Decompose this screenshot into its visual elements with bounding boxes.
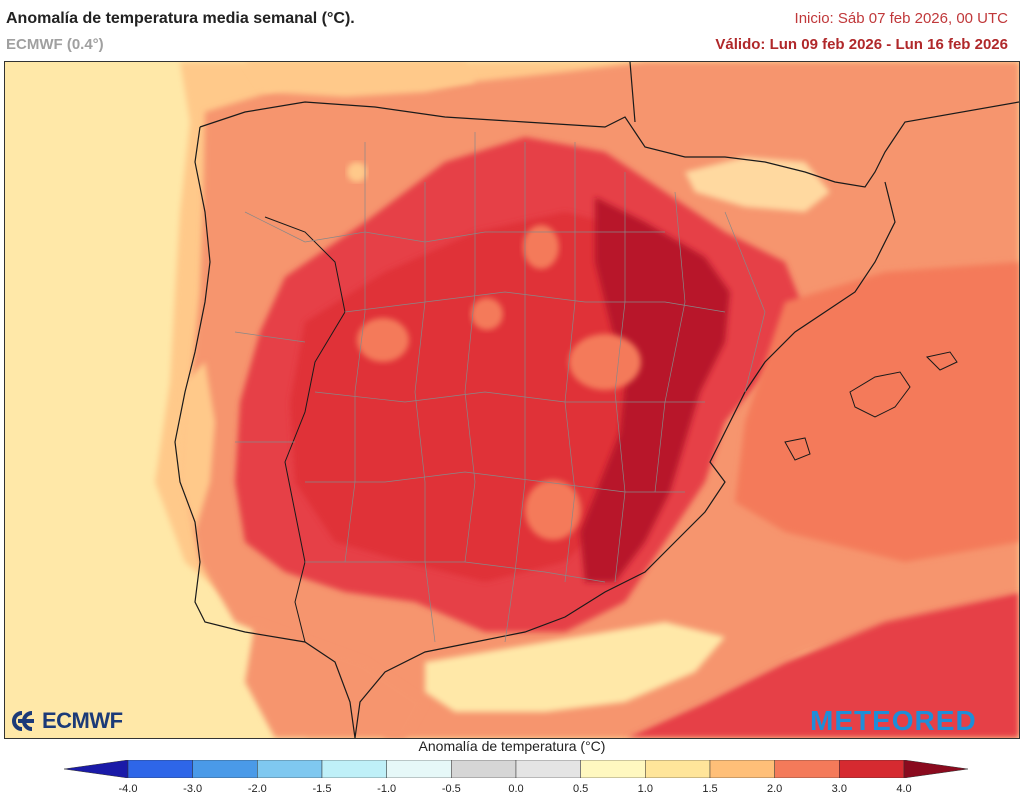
legend-tick-label: 1.5 xyxy=(702,783,718,795)
legend-arrow-max xyxy=(903,760,968,778)
anomaly-patch-3 xyxy=(523,225,559,269)
chart-title: Anomalía de temperatura media semanal (°… xyxy=(6,10,355,27)
valid-period: Válido: Lun 09 feb 2026 - Lun 16 feb 202… xyxy=(715,36,1008,53)
legend-ticks: -4.0 -3.0 -2.0 -1.5 -1.0 -0.5 0.0 0.5 1.0 1.5 2.0 3… xyxy=(0,783,1024,797)
legend-swatch xyxy=(709,760,775,778)
anomaly-patch-4 xyxy=(471,298,503,330)
legend-title: Anomalía de temperatura (°C) xyxy=(418,738,606,754)
meteored-logo: METEORED xyxy=(810,705,977,736)
anomaly-med-band xyxy=(425,622,725,712)
anomaly-north-africa xyxy=(625,592,1019,738)
anomaly-biscay xyxy=(245,62,475,97)
legend-tick-label: 0.0 xyxy=(508,783,524,795)
anomaly-pyrenees xyxy=(685,157,830,212)
legend-tick-label: -4.0 xyxy=(118,783,138,795)
legend-tick-label: 3.0 xyxy=(831,783,847,795)
legend-swatch xyxy=(321,760,387,778)
anomaly-patch-1 xyxy=(569,334,641,390)
legend-swatch xyxy=(451,760,517,778)
legend-tick-label: 0.5 xyxy=(573,783,589,795)
legend-tick-label: -1.0 xyxy=(377,783,397,795)
legend-swatch xyxy=(386,760,452,778)
anomaly-gt4 xyxy=(580,197,730,582)
legend-arrow-min xyxy=(64,760,129,778)
ecmwf-logo-text: ECMWF xyxy=(42,708,123,733)
init-date: Inicio: Sáb 07 feb 2026, 00 UTC xyxy=(794,10,1008,27)
legend-swatch xyxy=(774,760,840,778)
legend-tick-label: -1.5 xyxy=(312,783,332,795)
model-label: ECMWF (0.4°) xyxy=(6,36,104,53)
legend-tick-label: 2.0 xyxy=(767,783,783,795)
ecmwf-icon xyxy=(12,711,34,731)
balearic-islands xyxy=(784,351,958,461)
anomaly-atlantic-strip xyxy=(180,362,215,532)
province-borders xyxy=(234,132,766,643)
legend-swatch xyxy=(645,760,711,778)
color-legend-bar xyxy=(64,760,968,778)
legend-swatch xyxy=(127,760,193,778)
portugal-border xyxy=(264,216,346,643)
coastline xyxy=(174,62,1019,738)
legend-tick-label: 4.0 xyxy=(896,783,912,795)
ecmwf-logo: ECMWF xyxy=(10,707,123,735)
anomaly-patch-6 xyxy=(347,162,367,182)
anomaly-patch-5 xyxy=(525,480,581,540)
legend-tick-label: 1.0 xyxy=(637,783,653,795)
legend-swatch xyxy=(192,760,258,778)
legend-tick-label: -3.0 xyxy=(183,783,203,795)
map-canvas xyxy=(5,62,1019,738)
legend-swatch xyxy=(839,760,905,778)
anomaly-2-3-south xyxy=(245,622,425,738)
legend-swatch xyxy=(515,760,581,778)
legend-tick-label: -0.5 xyxy=(441,783,461,795)
legend-swatch xyxy=(580,760,646,778)
anomaly-patch-2 xyxy=(357,318,409,362)
legend-swatch xyxy=(257,760,323,778)
legend-tick-label: -2.0 xyxy=(247,783,267,795)
anomaly-map xyxy=(4,61,1020,739)
